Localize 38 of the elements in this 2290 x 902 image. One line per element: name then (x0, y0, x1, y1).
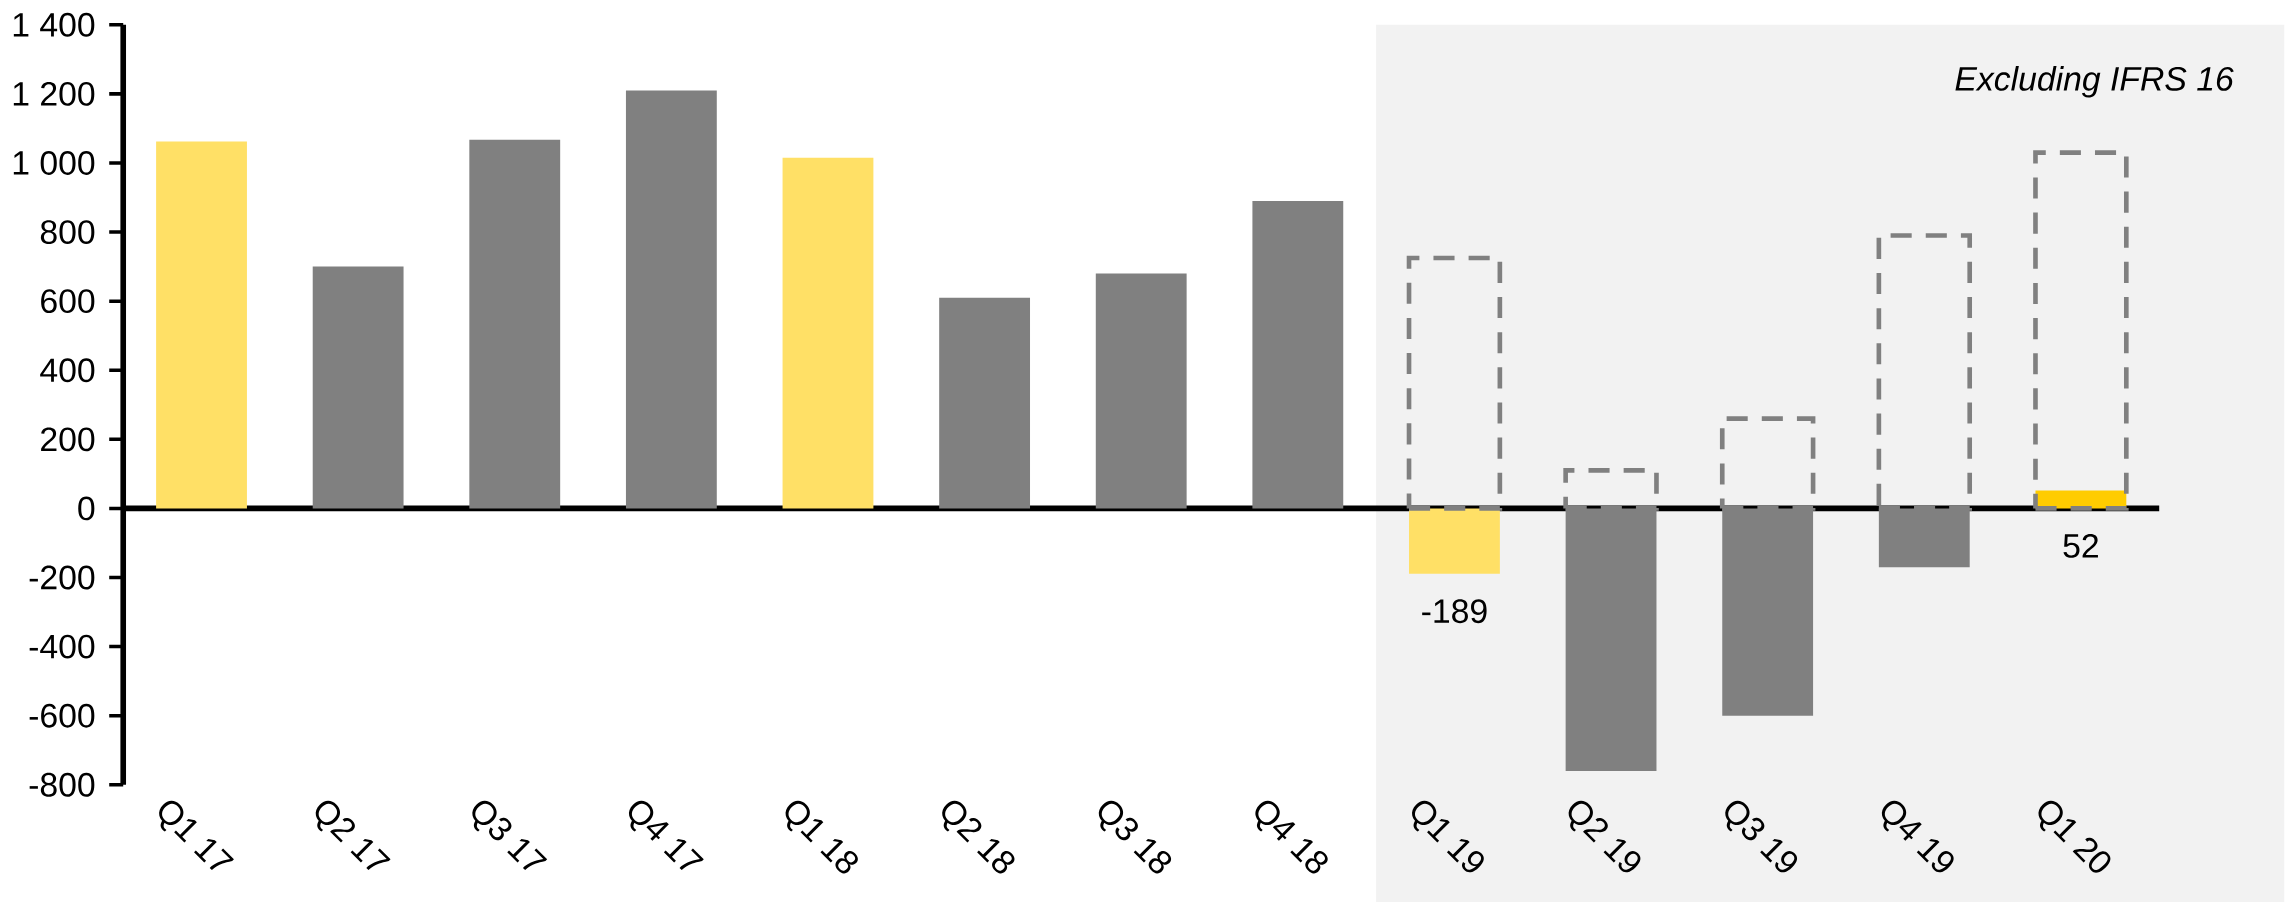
y-tick-label: -400 (29, 634, 95, 659)
y-tick-label: -800 (29, 772, 95, 797)
bar (469, 139, 561, 509)
bar (1409, 508, 1500, 574)
x-tick-label: Q2 18 (942, 800, 1015, 874)
y-tick-label: -600 (29, 703, 95, 728)
y-tick-label: 1 000 (13, 151, 95, 175)
x-tick-label: Q3 18 (1098, 800, 1172, 874)
bar (782, 157, 874, 509)
y-tick-label: 0 (78, 496, 95, 521)
x-tick-label: Q1 19 (1411, 800, 1484, 873)
x-tick-label: Q1 20 (2038, 800, 2111, 873)
y-tick-label: -200 (29, 565, 95, 590)
x-tick-label: Q3 17 (472, 800, 548, 871)
bar (1252, 200, 1344, 509)
x-tick-label: Q1 18 (785, 800, 858, 874)
data-label: 52 (2063, 533, 2098, 558)
y-tick-label: 1 400 (13, 12, 95, 37)
x-tick-label: Q1 17 (159, 800, 234, 871)
x-tick-label: Q2 17 (315, 800, 391, 871)
y-tick-label: 200 (41, 427, 95, 452)
bar (1095, 273, 1187, 509)
x-tick-label: Q4 19 (1881, 800, 1954, 873)
bar (939, 297, 1031, 509)
x-tick-label: Q2 19 (1568, 800, 1641, 873)
bar (156, 141, 247, 509)
y-tick-label: 600 (41, 289, 95, 314)
y-tick-label: 1 200 (13, 81, 95, 106)
x-tick-label: Q3 19 (1725, 800, 1798, 873)
bar (312, 266, 404, 509)
x-tick-label: Q4 17 (628, 800, 704, 871)
bar (2035, 490, 2127, 509)
y-tick-label: 400 (40, 358, 95, 383)
x-tick-label: Q4 18 (1255, 800, 1328, 874)
data-label: -189 (1422, 599, 1487, 624)
bar (625, 90, 717, 509)
band-label: Excluding IFRS 16 (1955, 66, 2234, 98)
y-tick-label: 800 (40, 220, 95, 245)
